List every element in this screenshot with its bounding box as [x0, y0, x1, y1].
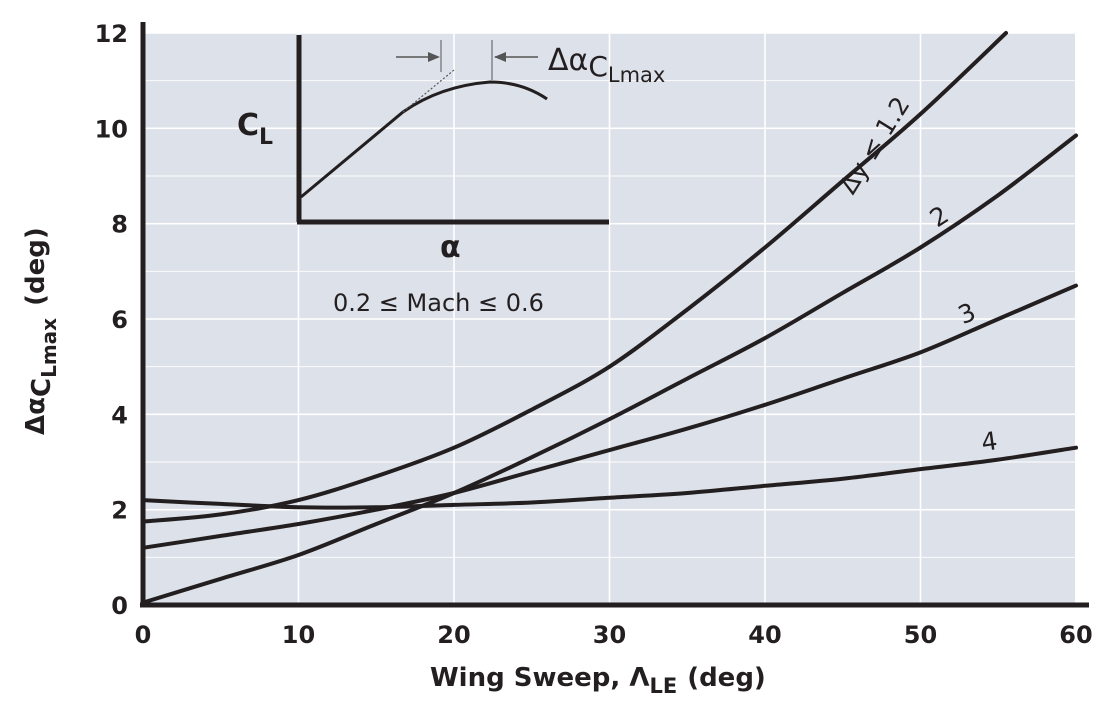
x-tick-label: 60 [1059, 621, 1092, 649]
x-tick-label: 10 [282, 621, 315, 649]
inset-xlabel: α [440, 230, 461, 265]
x-tick-labels: 0 10 20 30 40 50 60 [135, 621, 1093, 649]
inset-arrowhead-right [494, 52, 506, 62]
x-tick-label: 20 [437, 621, 470, 649]
series-group [141, 31, 1078, 605]
y-axis-title: ΔαCLmax(deg) [21, 227, 61, 435]
x-tick-label: 30 [593, 621, 626, 649]
y-tick-label: 8 [111, 211, 128, 239]
x-axis-title: Wing Sweep, ΛLE (deg) [430, 663, 766, 698]
inset-tangent-line [402, 69, 455, 113]
y-tick-label: 10 [95, 115, 128, 143]
y-tick-label: 4 [111, 401, 128, 429]
curve-label-4: 4 [979, 426, 999, 457]
inset-cl-alpha-diagram: CL α ΔαCLmax [237, 35, 665, 265]
series-line-2 [141, 133, 1078, 605]
x-tick-label: 0 [135, 621, 152, 649]
inset-ylabel: CL [237, 108, 273, 150]
y-tick-label: 0 [111, 592, 128, 620]
y-tick-label: 12 [95, 20, 128, 48]
inset-lift-curve [300, 80, 548, 199]
x-tick-label: 40 [748, 621, 781, 649]
inset-delta-label: ΔαCLmax [548, 43, 665, 87]
series-line-3 [141, 283, 1078, 550]
mach-range-annotation: 0.2 ≤ Mach ≤ 0.6 [333, 289, 544, 317]
inset-arrowhead-left [428, 52, 440, 62]
series-line-4 [141, 445, 1078, 510]
series-line-1 [141, 31, 1008, 524]
y-tick-label: 2 [111, 497, 128, 525]
y-tick-label: 6 [111, 306, 128, 334]
x-tick-label: 50 [904, 621, 937, 649]
y-tick-labels: 0 2 4 6 8 10 12 [95, 20, 128, 620]
